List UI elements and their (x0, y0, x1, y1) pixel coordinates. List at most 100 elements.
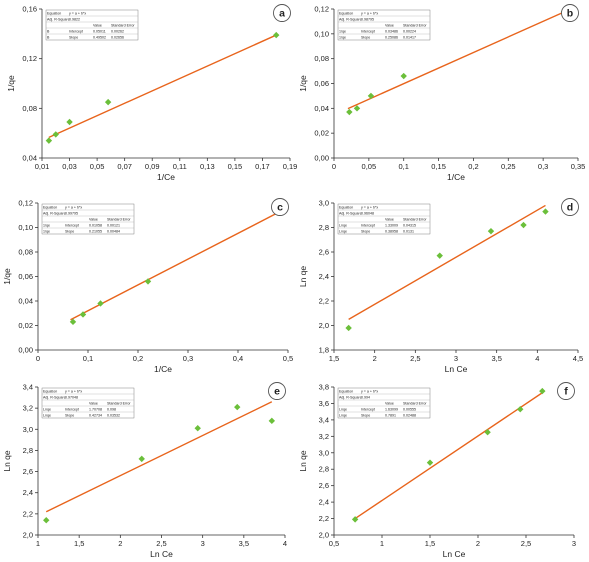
y-tick-label: 2,0 (23, 531, 33, 540)
y-tick-label: 0,06 (18, 272, 33, 281)
stats-cell: 1/qe (43, 230, 50, 234)
regression-stats-table: Equation y = a + b*x Adj. R-Square 0.9822 Va… (45, 9, 139, 41)
stats-cell: 0.21055 (89, 230, 102, 234)
stats-cell: 0.994 (361, 396, 370, 400)
y-tick-label: 3,6 (319, 399, 329, 408)
x-tick-label: 0,5 (283, 354, 293, 363)
x-tick-label: 4 (283, 539, 287, 548)
x-tick-label: 1 (36, 539, 40, 548)
data-point (45, 137, 53, 144)
stats-cell: B (47, 36, 50, 40)
data-point (104, 98, 112, 106)
x-tick-label: 1,5 (74, 539, 84, 548)
data-point (517, 406, 524, 413)
panel-badge (273, 4, 291, 22)
y-tick-label: 0,12 (22, 54, 37, 63)
y-tick-label: 3,4 (319, 415, 329, 424)
chart-panel-d: 1,8 2,0 2,2 2,4 2,6 2,8 3,0 1,5 2 2,5 3 3,5 4 4,5 Ln C… (298, 198, 583, 374)
x-tick-label: 1 (380, 539, 384, 548)
stats-cell: Adj. R-Square (339, 396, 362, 400)
regression-stats-table: Equation y = a + b*x Adj. R-Square 0.98795 V… (337, 9, 431, 41)
stats-cell: 0.96048 (361, 212, 374, 216)
data-point (52, 131, 59, 138)
x-tick-label: 0,25 (501, 162, 516, 171)
stats-cell: 0.9822 (69, 18, 80, 22)
stats-cell: 0.098 (107, 408, 116, 412)
y-axis-title: Ln qe (298, 450, 308, 472)
x-tick-label: 0,4 (233, 354, 243, 363)
data-point (436, 252, 443, 259)
x-axis-title: Ln Ce (150, 549, 173, 559)
y-tick-label: 0,16 (22, 5, 37, 14)
stats-cell: Adj. R-Square (47, 18, 70, 22)
x-tick-label: 0,2 (133, 354, 143, 363)
stats-cell: Lnqe (339, 414, 347, 418)
y-tick-label: 2,8 (319, 223, 329, 232)
stats-cell: y = a + b*x (361, 12, 378, 16)
x-tick-label: 3 (454, 354, 458, 363)
x-tick-label: 0 (36, 354, 40, 363)
data-point (353, 105, 361, 112)
stats-cell: Lnqe (339, 408, 347, 412)
y-tick-label: 3,0 (23, 425, 33, 434)
stats-cell: Intercept (361, 408, 375, 412)
stats-cell: 0.00262 (111, 30, 124, 34)
stats-cell: Intercept (361, 30, 375, 34)
y-tick-label: 2,2 (319, 297, 329, 306)
stats-cell: Standard Error (403, 24, 427, 28)
x-tick-label: 2 (476, 539, 480, 548)
panel-badge (271, 198, 289, 216)
stats-cell: y = a + b*x (361, 390, 378, 394)
panel-badge-label: a (279, 8, 285, 20)
x-axis-title: 1/Ce (157, 172, 175, 182)
data-point (79, 311, 87, 318)
x-tick-label: 3,5 (239, 539, 249, 548)
panel-badge (557, 382, 575, 400)
y-tick-label: 0,08 (18, 248, 33, 257)
stats-cell: Intercept (65, 224, 79, 228)
data-point (273, 31, 280, 39)
y-tick-label: 2,4 (319, 498, 329, 507)
stats-cell: 1/qe (339, 36, 346, 40)
stats-cell: 0.01058 (89, 224, 102, 228)
stats-cell: 0.02488 (403, 414, 416, 418)
panel-badge-label: f (564, 386, 568, 398)
linear-fit-line (347, 11, 565, 110)
y-tick-label: 0,10 (314, 29, 329, 38)
stats-cell: 0.03532 (107, 414, 120, 418)
x-tick-label: 2,5 (156, 539, 166, 548)
linear-fit-line (354, 392, 543, 520)
data-point (194, 425, 201, 432)
stats-cell: Intercept (69, 30, 83, 34)
stats-table-frame (41, 203, 135, 235)
stats-cell: 1.70708 (89, 408, 102, 412)
x-axis-title: 1/Ce (154, 364, 172, 374)
y-axis-title: 1/qe (298, 75, 308, 92)
y-tick-label: 0,02 (314, 129, 329, 138)
data-point (69, 318, 77, 326)
stats-cell: Adj. R-Square (43, 212, 66, 216)
stats-cell: B (47, 30, 50, 34)
stats-cell: Equation (339, 12, 353, 16)
x-tick-label: 0,2 (468, 162, 478, 171)
stats-cell: 0.00555 (403, 408, 416, 412)
x-tick-label: 0,35 (571, 162, 586, 171)
y-tick-label: 3,0 (319, 448, 329, 457)
x-tick-label: 0,3 (183, 354, 193, 363)
stats-cell: Standard Error (403, 218, 427, 222)
stats-table-frame (45, 9, 139, 41)
x-tick-label: 2,5 (410, 354, 420, 363)
y-tick-label: 0,00 (314, 154, 329, 163)
linear-fit-line (48, 34, 277, 139)
panel-badge (561, 198, 579, 216)
data-point (97, 300, 104, 307)
chart-panel-a: 0,04 0,08 0,12 0,16 0,01 0,03 0,05 0,07 0,09 0,11… (6, 4, 297, 182)
y-tick-label: 2,6 (23, 467, 33, 476)
stats-cell: y = a + b*x (361, 206, 378, 210)
y-tick-label: 0,10 (18, 223, 33, 232)
stats-cell: 1/qe (339, 30, 346, 34)
x-tick-label: 4 (535, 354, 539, 363)
stats-cell: 0.38958 (385, 230, 398, 234)
x-tick-label: 0,1 (398, 162, 408, 171)
data-point (484, 429, 491, 436)
